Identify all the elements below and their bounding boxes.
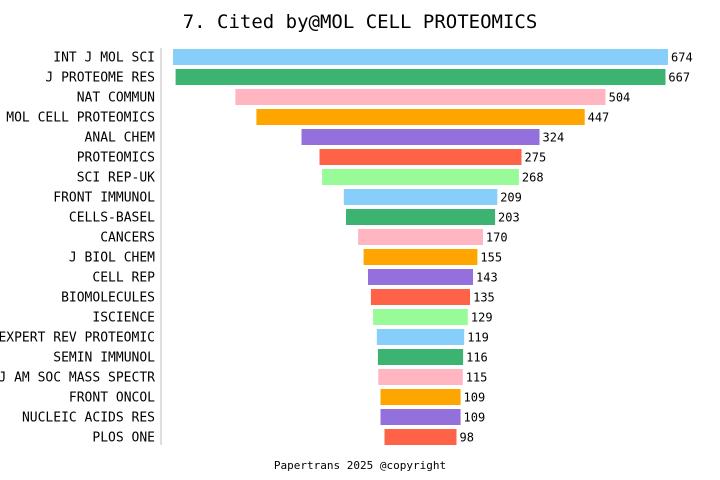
category-label: FRONT IMMUNOL — [53, 191, 155, 206]
value-label: 268 — [522, 171, 544, 185]
bar-sci-rep-uk — [322, 169, 519, 185]
bar-nat-commun — [235, 89, 606, 105]
category-label: J PROTEOME RES — [45, 71, 155, 86]
category-label: CELLS-BASEL — [69, 211, 155, 226]
category-label: CELL REP — [92, 271, 155, 286]
category-label: ANAL CHEM — [85, 131, 156, 146]
category-label: PLOS ONE — [92, 431, 155, 446]
bar-front-immunol — [343, 189, 498, 205]
category-label: J BIOL CHEM — [69, 251, 155, 266]
category-label: CANCERS — [100, 231, 155, 246]
bar-expert-rev-proteomic — [376, 329, 465, 345]
bar-j-biol-chem — [363, 249, 478, 265]
value-label: 109 — [464, 391, 486, 405]
bar-nucleic-acids-res — [380, 409, 461, 425]
value-label: 116 — [466, 351, 488, 365]
value-label: 115 — [466, 371, 488, 385]
value-label: 143 — [476, 271, 498, 285]
bar-cells-basel — [346, 209, 496, 225]
bar-semin-immunol — [377, 349, 464, 365]
bar-plos-one — [384, 429, 457, 445]
bar-cancers — [358, 229, 483, 245]
category-label: SCI REP-UK — [77, 171, 155, 186]
bar-biomolecules — [370, 289, 470, 305]
bar-j-am-soc-mass-spectr — [378, 369, 463, 385]
category-label: MOL CELL PROTEOMICS — [6, 111, 155, 126]
bar-cell-rep — [368, 269, 473, 285]
value-label: 155 — [480, 251, 502, 265]
category-label: INT J MOL SCI — [53, 51, 155, 66]
value-label: 324 — [543, 131, 565, 145]
category-label: FRONT ONCOL — [69, 391, 155, 406]
chart-title: 7. Cited by@MOL CELL PROTEOMICS — [183, 11, 538, 33]
bar-proteomics — [319, 149, 522, 165]
category-label: BIOMOLECULES — [61, 291, 155, 306]
value-label: 109 — [464, 411, 486, 425]
category-label: SEMIN IMMUNOL — [53, 351, 155, 366]
category-label: EXPERT REV PROTEOMIC — [0, 331, 155, 346]
bar-group — [173, 49, 668, 445]
category-labels: INT J MOL SCI J PROTEOME RES NAT COMMUN MOL… — [0, 51, 155, 446]
value-label: 119 — [467, 331, 489, 345]
value-label: 209 — [500, 191, 522, 205]
value-label: 135 — [473, 291, 495, 305]
value-label: 667 — [668, 71, 690, 85]
value-label: 275 — [525, 151, 547, 165]
value-label: 674 — [671, 51, 693, 65]
bar-front-oncol — [380, 389, 461, 405]
value-label: 447 — [588, 111, 610, 125]
value-label: 98 — [460, 431, 474, 445]
bar-int-j-mol-sci — [173, 49, 668, 65]
value-label: 504 — [609, 91, 631, 105]
value-label: 170 — [486, 231, 508, 245]
copyright-footer: Papertrans 2025 @copyright — [274, 459, 446, 472]
bar-mol-cell-proteomics — [256, 109, 585, 125]
category-label: NUCLEIC ACIDS RES — [22, 411, 155, 426]
category-label: NAT COMMUN — [77, 91, 155, 106]
bar-j-proteome-res — [175, 69, 666, 85]
category-label: J AM SOC MASS SPECTR — [0, 371, 155, 386]
bar-anal-chem — [301, 129, 540, 145]
category-label: PROTEOMICS — [77, 151, 155, 166]
value-label: 129 — [471, 311, 493, 325]
category-label: ISCIENCE — [92, 311, 155, 326]
value-label: 203 — [498, 211, 520, 225]
bar-iscience — [373, 309, 468, 325]
